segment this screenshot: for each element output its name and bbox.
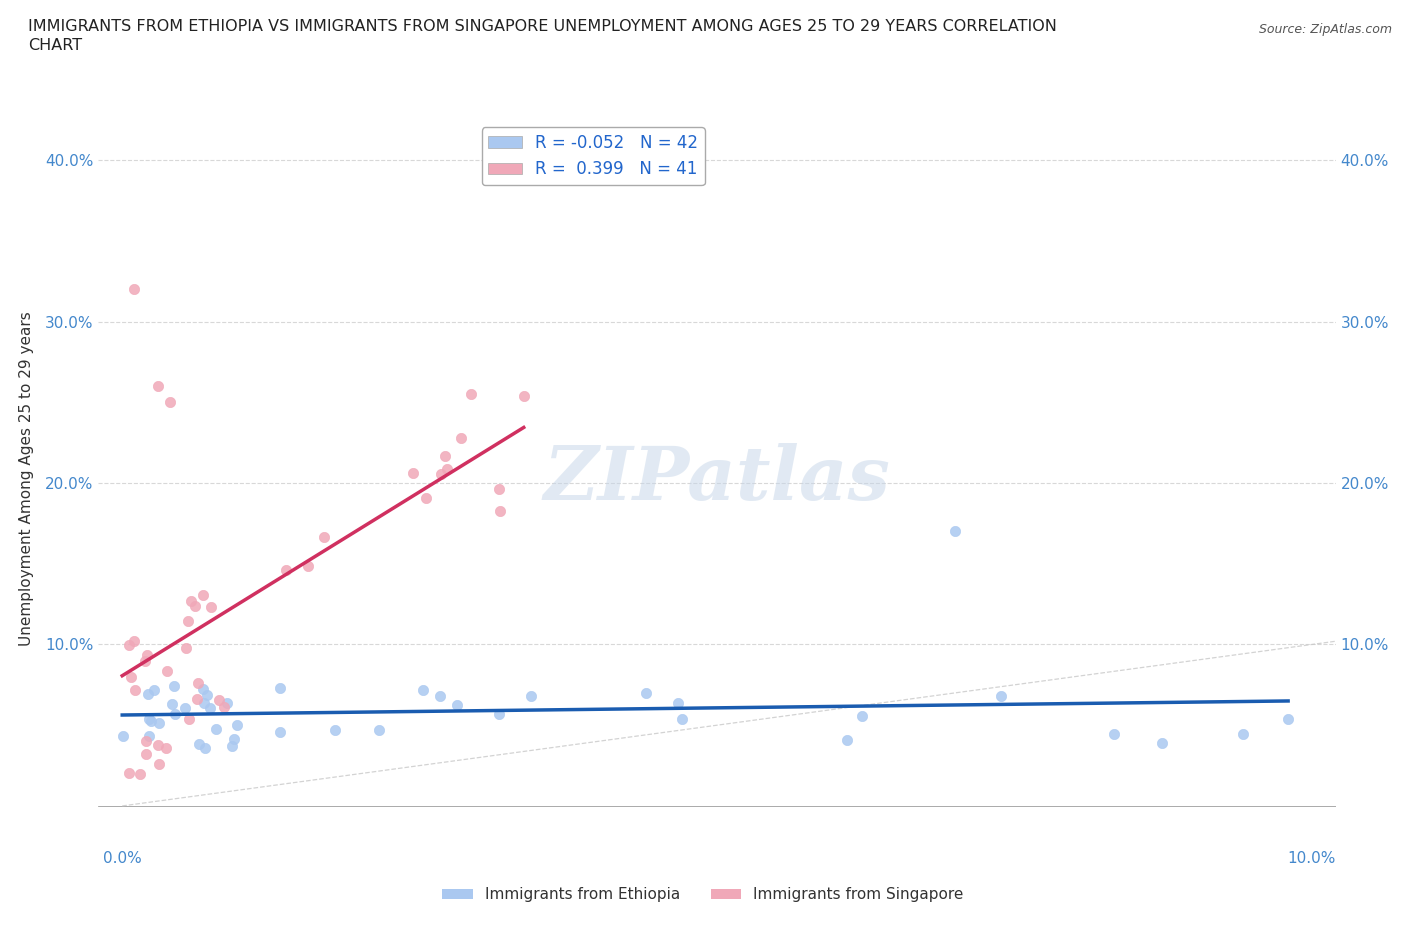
- Point: [367, 723, 389, 737]
- Point: [402, 466, 425, 481]
- Point: [460, 387, 482, 402]
- Point: [1232, 726, 1254, 741]
- Point: [269, 724, 291, 739]
- Point: [520, 688, 543, 703]
- Point: [488, 707, 510, 722]
- Point: [187, 675, 209, 690]
- Point: [217, 696, 239, 711]
- Point: [488, 482, 510, 497]
- Point: [135, 734, 157, 749]
- Point: [174, 641, 197, 656]
- Point: [146, 379, 169, 393]
- Point: [200, 600, 222, 615]
- Point: [138, 711, 160, 726]
- Point: [513, 388, 536, 403]
- Point: [118, 765, 141, 780]
- Point: [433, 449, 456, 464]
- Point: [323, 723, 346, 737]
- Point: [122, 282, 145, 297]
- Point: [415, 491, 437, 506]
- Point: [146, 737, 169, 752]
- Point: [179, 711, 201, 726]
- Point: [269, 680, 291, 695]
- Point: [124, 683, 146, 698]
- Point: [159, 395, 181, 410]
- Point: [412, 683, 434, 698]
- Point: [208, 693, 231, 708]
- Point: [186, 692, 208, 707]
- Point: [671, 711, 693, 726]
- Point: [135, 747, 157, 762]
- Point: [142, 683, 165, 698]
- Point: [1277, 711, 1299, 726]
- Point: [446, 698, 468, 712]
- Point: [138, 729, 160, 744]
- Point: [163, 707, 186, 722]
- Point: [191, 682, 214, 697]
- Point: [314, 529, 336, 544]
- Point: [297, 558, 319, 573]
- Point: [120, 669, 142, 684]
- Point: [136, 687, 159, 702]
- Point: [274, 563, 297, 578]
- Point: [221, 738, 243, 753]
- Point: [136, 647, 159, 662]
- Point: [193, 696, 215, 711]
- Point: [160, 697, 183, 711]
- Point: [187, 737, 209, 751]
- Point: [450, 431, 472, 445]
- Point: [636, 685, 658, 700]
- Point: [436, 462, 458, 477]
- Point: [156, 663, 179, 678]
- Point: [226, 718, 249, 733]
- Point: [214, 699, 236, 714]
- Text: Source: ZipAtlas.com: Source: ZipAtlas.com: [1258, 23, 1392, 36]
- Point: [163, 679, 186, 694]
- Point: [194, 741, 217, 756]
- Point: [851, 709, 873, 724]
- Point: [1102, 726, 1125, 741]
- Point: [224, 732, 246, 747]
- Legend: R = -0.052   N = 42, R =  0.399   N = 41: R = -0.052 N = 42, R = 0.399 N = 41: [482, 127, 704, 185]
- Text: ZIPatlas: ZIPatlas: [544, 443, 890, 515]
- Point: [488, 503, 510, 518]
- Point: [195, 688, 218, 703]
- Point: [148, 757, 170, 772]
- Point: [430, 466, 453, 481]
- Point: [118, 638, 141, 653]
- Text: IMMIGRANTS FROM ETHIOPIA VS IMMIGRANTS FROM SINGAPORE UNEMPLOYMENT AMONG AGES 25: IMMIGRANTS FROM ETHIOPIA VS IMMIGRANTS F…: [28, 19, 1057, 53]
- Point: [429, 689, 451, 704]
- Point: [155, 740, 177, 755]
- Point: [1152, 735, 1174, 750]
- Y-axis label: Unemployment Among Ages 25 to 29 years: Unemployment Among Ages 25 to 29 years: [18, 312, 34, 646]
- Point: [148, 715, 170, 730]
- Point: [990, 688, 1012, 703]
- Point: [191, 587, 214, 602]
- Legend: Immigrants from Ethiopia, Immigrants from Singapore: Immigrants from Ethiopia, Immigrants fro…: [436, 882, 970, 909]
- Point: [943, 524, 966, 538]
- Point: [174, 700, 197, 715]
- Point: [184, 599, 207, 614]
- Point: [122, 634, 145, 649]
- Point: [112, 729, 135, 744]
- Point: [666, 696, 689, 711]
- Point: [205, 722, 228, 737]
- Point: [177, 613, 200, 628]
- Point: [129, 766, 152, 781]
- Point: [134, 653, 156, 668]
- Point: [837, 732, 859, 747]
- Point: [180, 593, 202, 608]
- Point: [141, 714, 163, 729]
- Point: [200, 701, 222, 716]
